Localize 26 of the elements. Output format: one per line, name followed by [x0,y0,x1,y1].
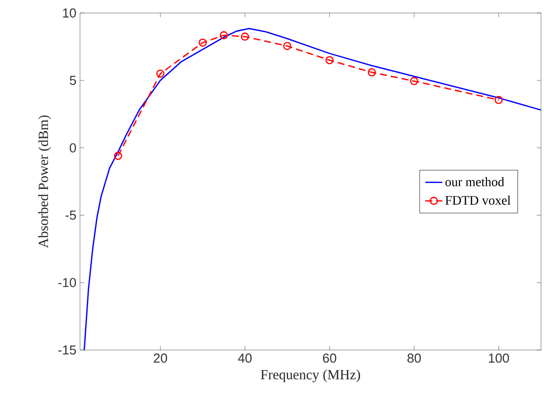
y-axis-title: Absorbed Power (dBm) [38,115,51,248]
y-tick-label: -10 [58,278,76,288]
y-tick-label: 0 [70,143,76,152]
x-tick-label: 100 [488,354,510,363]
x-tick-label: 60 [322,354,336,363]
x-axis-title: Frequency (MHz) [260,370,360,382]
x-tick-label: 40 [238,354,252,363]
point [368,68,376,76]
point [198,38,207,47]
y-tick-label: 10 [63,8,76,18]
y-tick-label: -15 [58,345,76,355]
x-tick-label: 80 [407,354,421,363]
point [494,96,503,104]
point [283,42,292,50]
point [156,70,164,78]
legend-label: FDTD voxel [445,196,511,205]
point [114,152,122,160]
x-tick-label: 20 [154,354,168,363]
point [410,76,418,86]
legend-label: our method [445,177,504,186]
point [325,56,334,64]
y-tick-label: -5 [66,210,76,220]
point [240,32,250,41]
line-series [84,28,542,350]
point [220,31,228,40]
y-tick-label: 5 [70,76,76,85]
